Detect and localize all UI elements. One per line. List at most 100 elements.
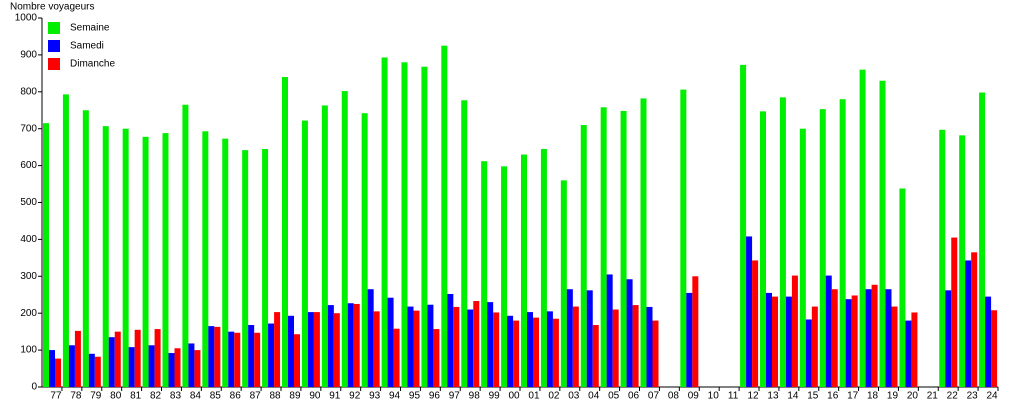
- x-tick-label: 09: [688, 391, 700, 400]
- bar: [945, 290, 952, 387]
- bar: [740, 64, 747, 387]
- bar: [353, 303, 360, 387]
- y-tick-label: 1000: [15, 13, 38, 24]
- x-tick-label: 06: [628, 391, 640, 400]
- legend-swatch: [48, 22, 60, 34]
- x-tick-label: 00: [508, 391, 520, 400]
- bar: [68, 345, 75, 387]
- y-tick-label: 300: [20, 271, 37, 282]
- legend-label: Samedi: [70, 41, 104, 52]
- bar: [865, 289, 872, 387]
- bar: [572, 306, 579, 387]
- bar: [905, 320, 912, 387]
- bar: [321, 105, 328, 387]
- x-tick-label: 05: [608, 391, 620, 400]
- bar: [819, 109, 826, 387]
- x-tick-label: 17: [847, 391, 859, 400]
- bar: [959, 135, 966, 387]
- bar: [546, 311, 553, 387]
- bar: [979, 92, 986, 388]
- x-tick-label: 18: [867, 391, 879, 400]
- bar: [421, 66, 428, 387]
- bar: [965, 260, 972, 387]
- x-tick-label: 86: [230, 391, 242, 400]
- x-tick-label: 98: [469, 391, 481, 400]
- x-tick-label: 85: [210, 391, 222, 400]
- x-tick-label: 79: [90, 391, 102, 400]
- x-tick-label: 13: [767, 391, 779, 400]
- legend-label: Semaine: [70, 23, 110, 34]
- x-tick-label: 97: [449, 391, 461, 400]
- x-tick-label: 93: [369, 391, 381, 400]
- bar: [991, 310, 998, 387]
- bar: [122, 128, 129, 387]
- x-tick-label: 19: [887, 391, 899, 400]
- bar: [825, 275, 832, 387]
- bar: [891, 306, 898, 387]
- bar: [652, 320, 659, 387]
- bar: [606, 274, 613, 387]
- bar: [626, 279, 633, 387]
- bar: [114, 331, 121, 387]
- bar: [985, 296, 992, 387]
- bar: [560, 180, 567, 387]
- bar: [766, 292, 772, 387]
- bar: [154, 329, 161, 387]
- x-tick-label: 04: [588, 391, 600, 400]
- bar: [74, 330, 81, 387]
- bar: [527, 312, 533, 387]
- bar: [521, 154, 527, 387]
- x-tick-label: 21: [927, 391, 939, 400]
- bar: [174, 348, 181, 387]
- bar: [222, 138, 229, 387]
- bar: [859, 69, 866, 387]
- bar: [501, 166, 508, 387]
- bar: [301, 120, 308, 387]
- y-tick-label: 500: [20, 197, 37, 208]
- y-tick-label: 0: [31, 382, 37, 393]
- bar: [82, 110, 89, 387]
- bar: [373, 311, 380, 387]
- bar: [168, 353, 175, 387]
- bar: [294, 334, 300, 387]
- bar: [586, 290, 593, 387]
- bar: [592, 325, 599, 387]
- x-tick-label: 95: [409, 391, 421, 400]
- x-tick-label: 83: [170, 391, 182, 400]
- bar: [533, 317, 539, 387]
- bar: [148, 345, 155, 387]
- bar: [228, 331, 235, 387]
- bar: [692, 276, 699, 387]
- x-tick-label: 81: [130, 391, 142, 400]
- bar: [333, 313, 340, 387]
- bar: [214, 326, 221, 387]
- bar: [208, 326, 215, 387]
- bar: [453, 306, 460, 387]
- bar: [182, 104, 189, 387]
- x-tick-label: 80: [110, 391, 122, 400]
- x-tick-label: 91: [329, 391, 341, 400]
- bar: [142, 136, 149, 387]
- bar: [274, 312, 281, 387]
- bar: [487, 302, 494, 387]
- x-tick-label: 89: [289, 391, 301, 400]
- bar: [845, 299, 852, 387]
- bar: [387, 297, 394, 387]
- bar: [393, 328, 400, 387]
- bar: [361, 113, 368, 388]
- bar: [752, 260, 759, 387]
- x-tick-label: 03: [568, 391, 580, 400]
- x-tick-label: 77: [50, 391, 62, 400]
- bar: [134, 329, 141, 387]
- bar: [433, 329, 440, 387]
- bar: [686, 292, 693, 387]
- x-tick-label: 82: [150, 391, 162, 400]
- y-tick-label: 100: [20, 345, 37, 356]
- x-tick-label: 23: [967, 391, 979, 400]
- bar: [552, 318, 559, 387]
- bar: [540, 148, 547, 387]
- legend-swatch: [48, 58, 60, 70]
- bar: [791, 275, 798, 387]
- bar: [407, 306, 414, 387]
